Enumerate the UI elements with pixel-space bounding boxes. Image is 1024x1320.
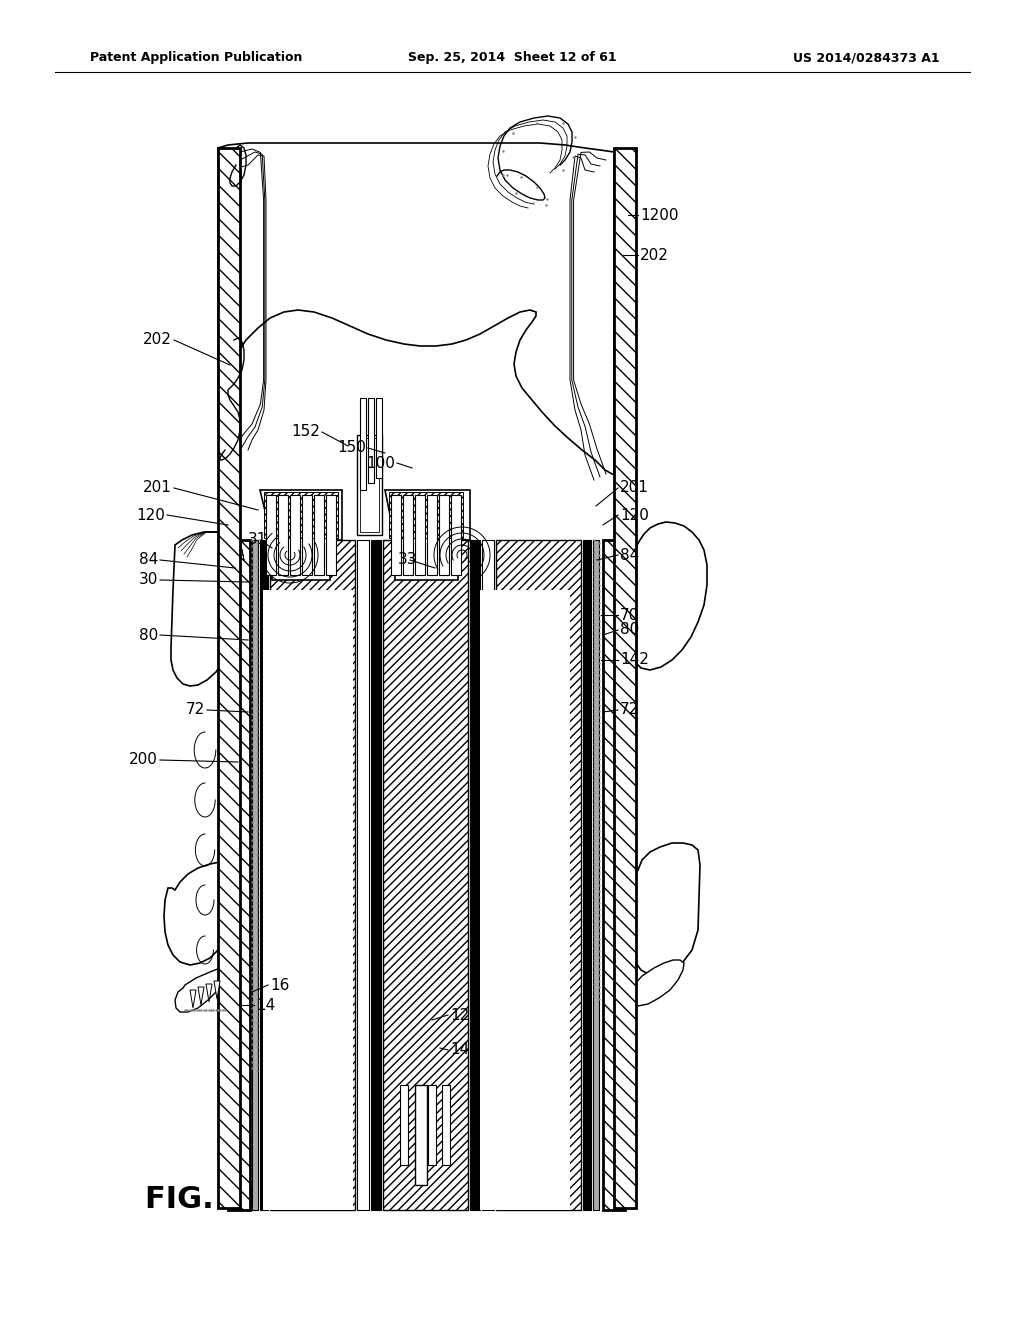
- Bar: [266, 495, 276, 576]
- Bar: [415, 495, 425, 576]
- Bar: [415, 1085, 427, 1185]
- Text: 31: 31: [248, 532, 267, 548]
- Bar: [470, 540, 480, 1210]
- Bar: [326, 495, 336, 576]
- Bar: [451, 495, 461, 576]
- Polygon shape: [218, 143, 614, 475]
- Polygon shape: [260, 490, 342, 579]
- Bar: [383, 540, 468, 1210]
- Bar: [439, 495, 449, 576]
- Text: 200: 200: [129, 752, 158, 767]
- Bar: [302, 495, 312, 576]
- Text: 30: 30: [138, 573, 158, 587]
- Polygon shape: [171, 532, 245, 686]
- Text: 80: 80: [138, 627, 158, 643]
- Text: 100: 100: [367, 455, 395, 470]
- Text: 120: 120: [136, 507, 165, 523]
- Text: 202: 202: [143, 333, 172, 347]
- Bar: [376, 399, 382, 478]
- Bar: [357, 540, 369, 1210]
- Bar: [400, 1085, 408, 1166]
- Polygon shape: [198, 987, 204, 1005]
- Text: US 2014/0284373 A1: US 2014/0284373 A1: [794, 51, 940, 65]
- Bar: [480, 590, 570, 1210]
- Text: 150: 150: [337, 441, 366, 455]
- Text: 80: 80: [620, 623, 639, 638]
- Text: 84: 84: [620, 548, 639, 562]
- Text: 152: 152: [291, 425, 319, 440]
- Bar: [391, 495, 401, 576]
- Text: FIG.  9: FIG. 9: [145, 1185, 256, 1214]
- Bar: [403, 495, 413, 576]
- Bar: [360, 438, 379, 532]
- Bar: [360, 399, 366, 490]
- Text: 1200: 1200: [640, 207, 679, 223]
- Text: Sep. 25, 2014  Sheet 12 of 61: Sep. 25, 2014 Sheet 12 of 61: [408, 51, 616, 65]
- Bar: [614, 148, 636, 1208]
- Text: 142: 142: [620, 652, 649, 668]
- Bar: [603, 540, 625, 1210]
- Bar: [263, 590, 353, 1210]
- Text: 72: 72: [620, 702, 639, 718]
- Polygon shape: [628, 843, 700, 975]
- Polygon shape: [206, 983, 212, 1002]
- Polygon shape: [630, 960, 684, 1006]
- Bar: [357, 436, 382, 535]
- Bar: [290, 495, 300, 576]
- Bar: [496, 540, 581, 1210]
- Polygon shape: [175, 965, 228, 1012]
- Bar: [371, 540, 381, 1210]
- Polygon shape: [190, 990, 196, 1008]
- Bar: [228, 540, 250, 1210]
- Text: 14: 14: [256, 998, 275, 1012]
- Bar: [314, 495, 324, 576]
- Text: 120: 120: [620, 507, 649, 523]
- Text: 202: 202: [640, 248, 669, 263]
- Text: 140: 140: [450, 1043, 479, 1057]
- Bar: [270, 540, 355, 1210]
- Text: 201: 201: [143, 480, 172, 495]
- Text: 16: 16: [270, 978, 290, 993]
- Text: 201: 201: [620, 480, 649, 495]
- Bar: [593, 540, 599, 1210]
- Text: 70: 70: [620, 607, 639, 623]
- Bar: [260, 540, 268, 1210]
- Polygon shape: [385, 490, 470, 579]
- Bar: [252, 540, 258, 1210]
- Bar: [389, 492, 463, 539]
- Bar: [278, 495, 288, 576]
- Bar: [264, 492, 338, 539]
- Bar: [583, 540, 591, 1210]
- Polygon shape: [632, 521, 707, 671]
- Text: 72: 72: [185, 702, 205, 718]
- Text: 33: 33: [398, 553, 418, 568]
- Polygon shape: [164, 862, 228, 965]
- Bar: [442, 1085, 450, 1166]
- Bar: [428, 1085, 436, 1166]
- Text: Patent Application Publication: Patent Application Publication: [90, 51, 302, 65]
- Bar: [218, 148, 240, 1208]
- Bar: [427, 495, 437, 576]
- Bar: [368, 399, 374, 483]
- Text: 120: 120: [450, 1007, 479, 1023]
- Polygon shape: [214, 981, 220, 999]
- Bar: [482, 540, 494, 1210]
- Text: 84: 84: [138, 553, 158, 568]
